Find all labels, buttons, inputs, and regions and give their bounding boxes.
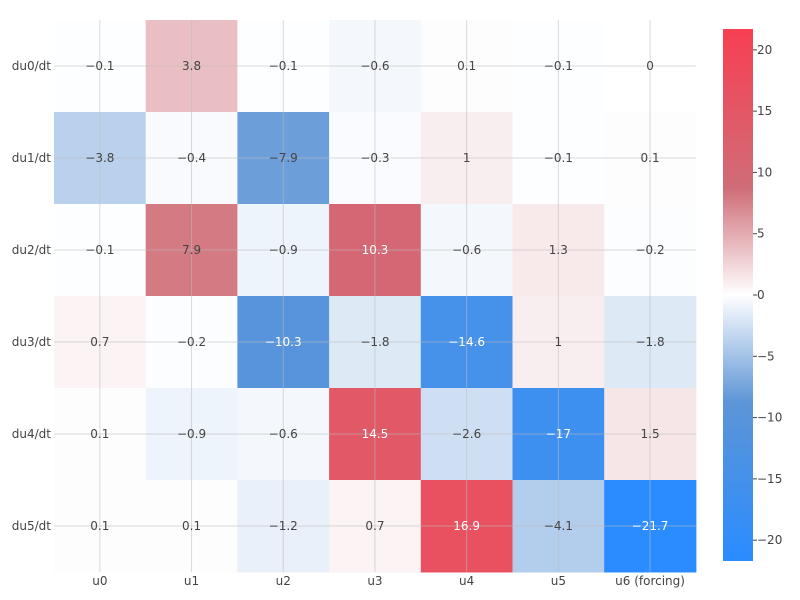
cell-value-label: 14.5 [362,427,389,441]
colorbar-gradient [723,29,753,561]
cell-value-label: 0.7 [365,519,384,533]
cell-value-label: −0.1 [85,59,114,73]
colorbar-ticks: 20 15 10 5 0 −5 −10 −15 −20 [753,43,782,547]
cell-value-label: −1.2 [269,519,298,533]
cell-value-label: −17 [546,427,571,441]
cell-value-label: −10.3 [265,335,302,349]
x-tick-label: u6 (forcing) [615,574,685,588]
cell-value-label: 1.3 [549,243,568,257]
colorbar-tick-label: 20 [757,43,772,57]
cell-value-label: −0.6 [269,427,298,441]
cell-value-label: −2.6 [452,427,481,441]
cell-value-label: −3.8 [85,151,114,165]
colorbar-tick-label: 0 [757,288,765,302]
cell-value-label: 0.1 [182,519,201,533]
cell-value-label: −0.4 [177,151,206,165]
colorbar-tick-label: −5 [757,349,775,363]
colorbar [723,29,753,561]
cell-value-label: −4.1 [544,519,573,533]
cell-value-label: −1.8 [360,335,389,349]
cell-value-label: 3.8 [182,59,201,73]
colorbar-tick-label: 5 [757,227,765,241]
cell-value-label: −0.9 [177,427,206,441]
y-tick-label: du3/dt [12,335,52,349]
cell-value-label: −0.3 [360,151,389,165]
cell-value-label: 0.1 [457,59,476,73]
cell-value-label: −0.2 [177,335,206,349]
cell-value-label: 0.7 [90,335,109,349]
y-tick-label: du5/dt [12,519,52,533]
cell-value-label: −0.9 [269,243,298,257]
cell-value-label: 0.1 [90,427,109,441]
gridlines [54,20,696,572]
x-tick-label: u0 [92,574,107,588]
cell-value-label: −0.1 [85,243,114,257]
cell-value-label: −0.2 [635,243,664,257]
y-tick-label: du0/dt [12,59,52,73]
cell-value-label: −0.6 [452,243,481,257]
cell-value-label: 16.9 [453,519,480,533]
colorbar-tick-label: −10 [757,411,782,425]
cell-value-label: −7.9 [269,151,298,165]
colorbar-tick-label: −15 [757,472,782,486]
x-tick-label: u1 [184,574,199,588]
cell-value-label: −1.8 [635,335,664,349]
cell-value-label: 1 [463,151,471,165]
y-axis-ticks: du0/dt du1/dt du2/dt du3/dt du4/dt du5/dt [12,59,52,533]
cell-value-label: 7.9 [182,243,201,257]
y-tick-label: du2/dt [12,243,52,257]
cell-value-label: 10.3 [362,243,389,257]
x-tick-label: u4 [459,574,474,588]
cell-value-label: −0.6 [360,59,389,73]
cell-value-labels: −0.1 3.8 −0.1 −0.6 0.1 −0.1 0 −3.8 −0.4 −7.9 −0.3 1… [85,59,668,533]
colorbar-tick-label: 10 [757,165,772,179]
cell-value-label: −0.1 [544,59,573,73]
cell-value-label: −0.1 [544,151,573,165]
cell-value-label: −14.6 [448,335,485,349]
cell-value-label: 1.5 [641,427,660,441]
x-tick-label: u5 [551,574,566,588]
y-tick-label: du1/dt [12,151,52,165]
cell-value-label: −0.1 [269,59,298,73]
cell-value-label: 0 [646,59,654,73]
x-tick-label: u2 [276,574,291,588]
colorbar-tick-label: 15 [757,104,772,118]
cell-value-label: 0.1 [90,519,109,533]
x-axis-ticks: u0 u1 u2 u3 u4 u5 u6 (forcing) [92,574,685,588]
x-tick-label: u3 [367,574,382,588]
cell-value-label: 0.1 [641,151,660,165]
cell-value-label: 1 [555,335,563,349]
colorbar-tick-label: −20 [757,533,782,547]
cell-value-label: −21.7 [632,519,669,533]
y-tick-label: du4/dt [12,427,52,441]
